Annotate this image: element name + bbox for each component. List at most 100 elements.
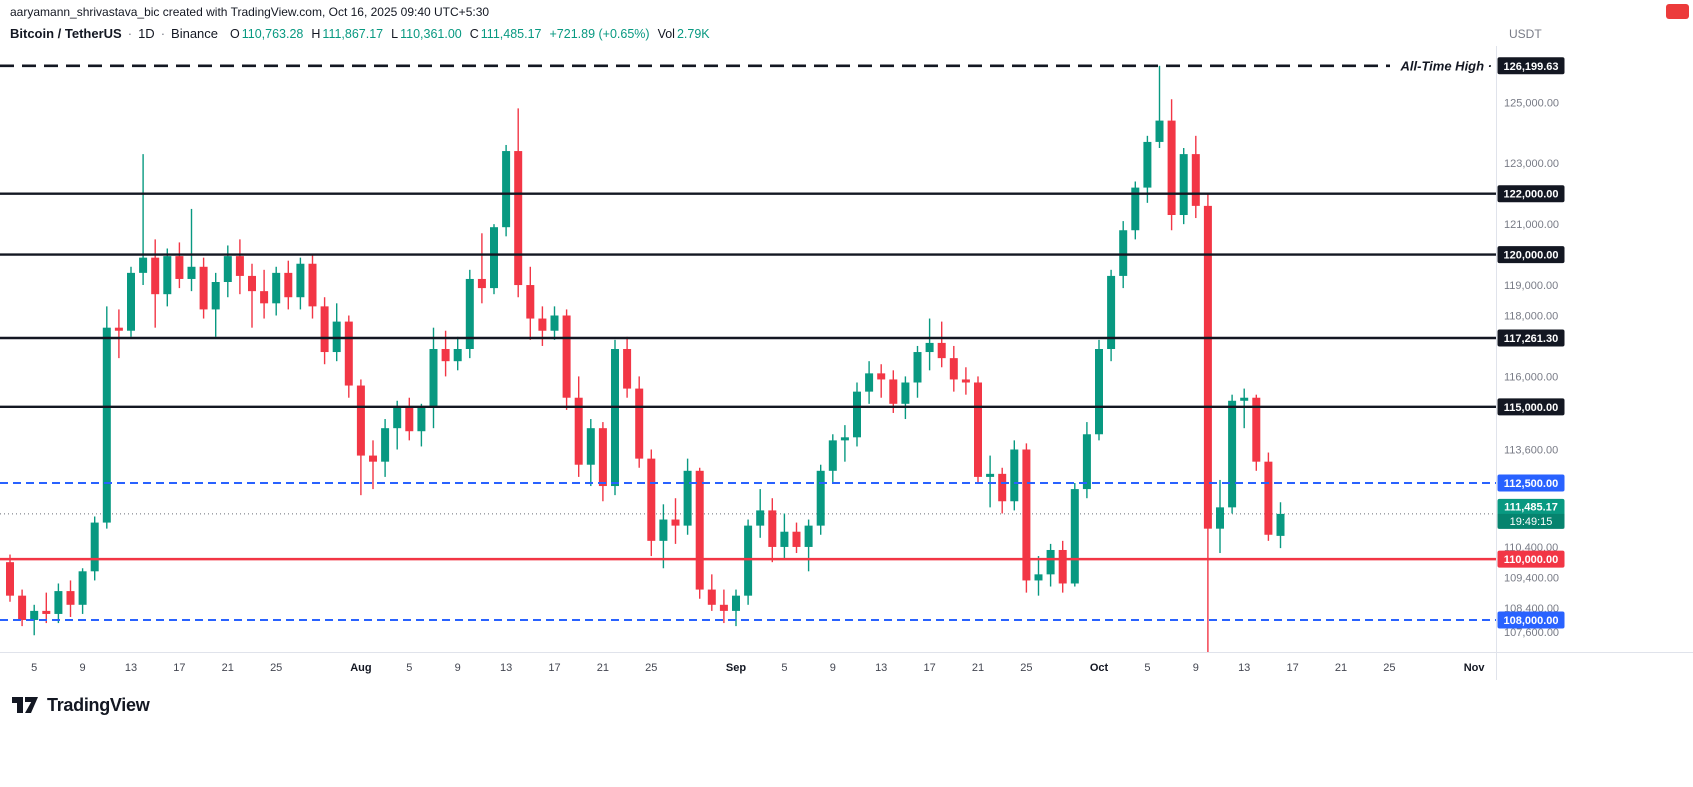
candle-body <box>719 604 728 611</box>
candle-body <box>635 388 644 459</box>
candle-body <box>756 510 765 526</box>
candle-body <box>187 266 196 279</box>
exchange-name[interactable]: Binance <box>171 26 219 41</box>
candle-body <box>828 440 837 471</box>
time-axis-label: 5 <box>781 662 787 674</box>
low-label: L <box>391 27 399 41</box>
candle-body <box>260 291 269 304</box>
candle-body <box>441 349 450 362</box>
price-axis-label: 113,600.00 <box>1504 444 1558 456</box>
candle-body <box>816 470 825 526</box>
candle-body <box>1058 549 1067 584</box>
candle-body <box>502 151 511 228</box>
candle-body <box>1070 489 1079 584</box>
countdown-text: 19:49:15 <box>1510 516 1553 528</box>
price-level-badge-text: 115,000.00 <box>1504 402 1558 414</box>
candle-body <box>937 342 946 359</box>
footer: TradingView <box>10 694 150 716</box>
candle-body <box>139 257 148 273</box>
candlestick-chart[interactable]: All-Time High · 125,000.00 123,000.00 121,0… <box>0 46 1693 680</box>
price-level-badge-text: 120,000.00 <box>1503 250 1558 262</box>
candle-body <box>1276 513 1285 536</box>
price-level-badge <box>1497 611 1565 629</box>
time-axis-label: Aug <box>350 662 371 674</box>
price-level-badge <box>1497 185 1565 203</box>
price-level-badge <box>1497 474 1565 492</box>
tradingview-logo-text[interactable]: TradingView <box>47 694 150 715</box>
candle-body <box>804 525 813 547</box>
candle-body <box>853 391 861 438</box>
last-price-text: 111,485.17 <box>1504 501 1558 513</box>
price-axis-label: 121,000.00 <box>1504 219 1559 231</box>
price-level-badge-text: 108,000.00 <box>1503 615 1558 627</box>
candle-body <box>90 522 99 572</box>
candle-body <box>659 519 668 541</box>
candle-body <box>1143 141 1152 188</box>
candle-body <box>780 531 789 547</box>
candle-body <box>611 349 619 487</box>
price-level-badge-text: 126,199.63 <box>1503 61 1558 73</box>
candle-body <box>1216 507 1224 529</box>
high-label: H <box>311 27 321 41</box>
time-axis-label: 5 <box>31 662 37 674</box>
price-level-badge <box>1497 329 1565 347</box>
close-value: 111,485.17 <box>480 27 542 41</box>
candle-body <box>840 437 849 441</box>
candle-body <box>308 263 317 307</box>
quote-currency-label[interactable]: USDT <box>1509 27 1542 41</box>
candle-body <box>695 470 704 590</box>
candle-body <box>598 428 607 487</box>
candle-body <box>199 266 208 310</box>
candle-body <box>284 272 293 298</box>
time-axis-label: 25 <box>1020 662 1032 674</box>
price-axis-label: 118,000.00 <box>1504 311 1558 323</box>
candle-body <box>1131 187 1140 231</box>
interval-selector[interactable]: 1D <box>138 26 155 41</box>
time-axis-label: 21 <box>1335 662 1347 674</box>
time-axis-label: 13 <box>1238 662 1250 674</box>
candle-body <box>913 352 922 383</box>
time-axis-label: 13 <box>125 662 137 674</box>
price-level-badge <box>1497 550 1565 568</box>
tradingview-logo-icon[interactable] <box>10 694 40 716</box>
price-level-badge-text: 110,000.00 <box>1504 554 1558 566</box>
candle-body <box>514 151 523 286</box>
candle-body <box>175 256 184 279</box>
price-level-badge <box>1497 246 1565 264</box>
symbol-info-bar: Bitcoin / TetherUS · 1D · Binance O 110,7… <box>10 26 710 41</box>
candle-body <box>1252 397 1261 462</box>
candle-body <box>381 428 390 462</box>
candle-body <box>235 256 244 276</box>
candle-body <box>562 315 571 398</box>
time-axis-label: 5 <box>1144 662 1150 674</box>
separator-dot: · <box>127 26 133 41</box>
candlestick-series[interactable] <box>6 65 1285 657</box>
ohlc-readout: O 110,763.28 H 111,867.17 L 110,361.00 C 111… <box>230 27 710 41</box>
time-axis-label: 25 <box>270 662 282 674</box>
price-axis-label: 123,000.00 <box>1504 158 1559 170</box>
candle-body <box>127 272 135 331</box>
time-axis-label: 17 <box>173 662 185 674</box>
separator-dot: · <box>160 26 166 41</box>
candle-body <box>623 349 632 389</box>
candle-body <box>344 321 353 386</box>
candle-body <box>163 256 172 295</box>
candle-body <box>683 470 692 526</box>
candle-body <box>151 257 160 295</box>
candle-body <box>1046 549 1055 575</box>
candle-body <box>1034 574 1043 581</box>
candle-body <box>465 278 474 349</box>
price-axis-label: 109,400.00 <box>1504 572 1559 584</box>
candle-body <box>1082 434 1091 490</box>
candle-body <box>369 455 377 462</box>
candle-body <box>550 315 559 331</box>
time-axis-label: 17 <box>1286 662 1298 674</box>
candle-body <box>986 473 995 477</box>
symbol-name[interactable]: Bitcoin / TetherUS <box>10 26 122 41</box>
time-axis-label: Sep <box>726 662 746 674</box>
price-level-badge <box>1497 398 1565 416</box>
change-value: +721.89 (+0.65%) <box>549 27 650 41</box>
volume-label: Vol <box>657 27 675 41</box>
candle-body <box>1107 275 1116 349</box>
price-level-badge-text: 117,261.30 <box>1504 333 1558 345</box>
